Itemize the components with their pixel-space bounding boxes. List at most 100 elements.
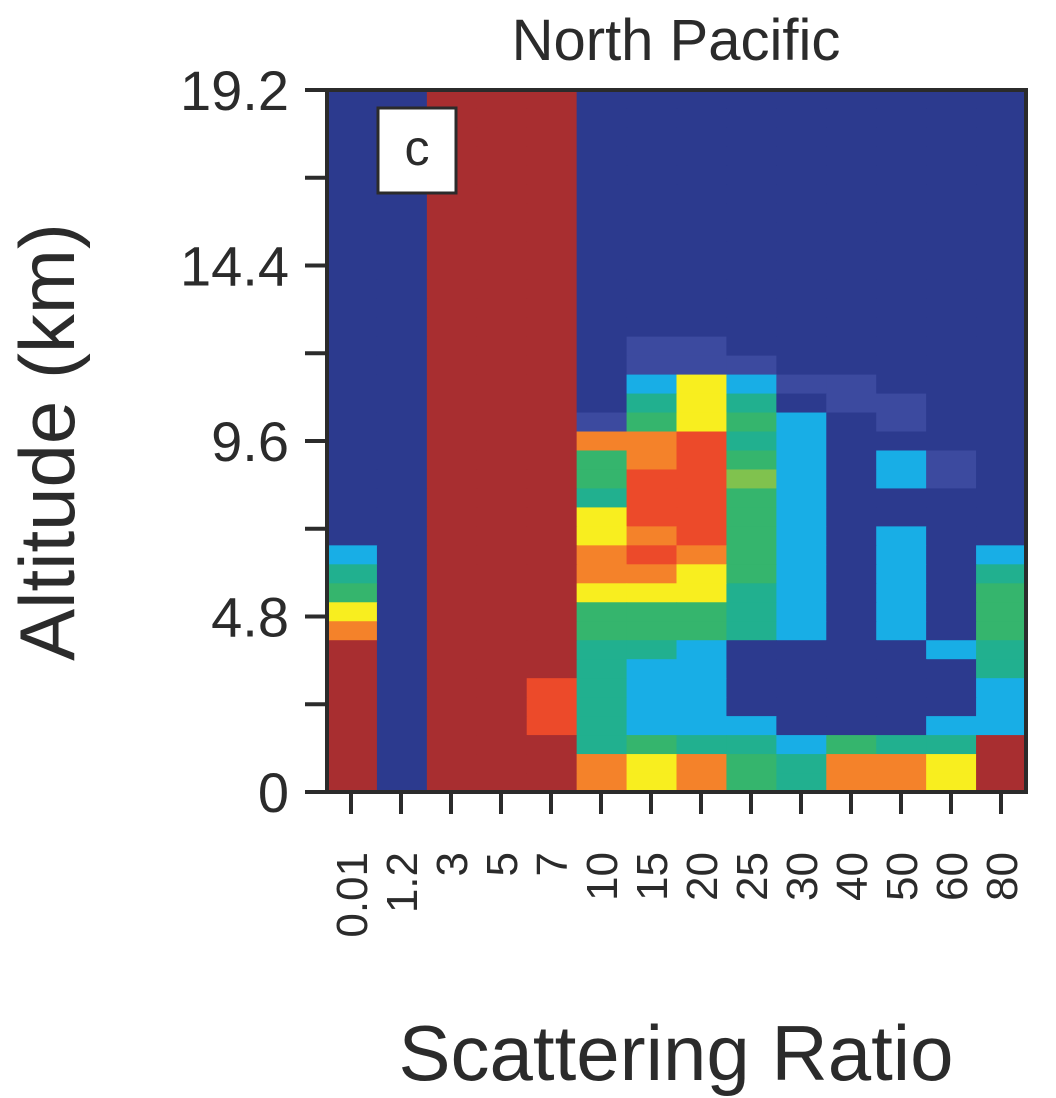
heatmap-cell (376, 526, 428, 546)
heatmap-cell (926, 355, 977, 376)
heatmap-cell (976, 450, 1027, 471)
heatmap-cell (826, 716, 877, 736)
heatmap-cell (476, 393, 528, 414)
heatmap-cell (576, 621, 628, 641)
heatmap-cell (676, 545, 728, 565)
heatmap-cell (926, 716, 977, 736)
heatmap-cell (876, 355, 927, 376)
heatmap-cell (476, 203, 528, 224)
heatmap-cell (676, 488, 728, 508)
heatmap-cell (676, 735, 728, 755)
heatmap-cell (676, 108, 728, 129)
heatmap-cell (726, 754, 777, 774)
heatmap-cell (327, 374, 378, 395)
heatmap-cell (826, 127, 877, 148)
heatmap-cell (926, 127, 977, 148)
heatmap-cell (576, 146, 628, 167)
heatmap-cell (526, 127, 578, 148)
heatmap-cell (726, 355, 777, 376)
heatmap-cell (676, 298, 728, 319)
heatmap-cell (526, 678, 578, 698)
heatmap-cell (426, 773, 478, 793)
heatmap-cell (876, 298, 927, 319)
heatmap-cell (426, 697, 478, 717)
heatmap-cell (476, 222, 528, 243)
heatmap-cell (576, 260, 628, 281)
heatmap-cell (426, 317, 478, 338)
heatmap-cell (976, 716, 1027, 736)
heatmap-cell (776, 564, 827, 584)
heatmap-cell (826, 279, 877, 300)
heatmap-cell (776, 697, 827, 717)
heatmap-cell (826, 412, 877, 433)
heatmap-cell (776, 108, 827, 129)
heatmap-cell (426, 241, 478, 262)
heatmap-cell (626, 222, 678, 243)
heatmap-cell (426, 469, 478, 490)
heatmap-cell (826, 203, 877, 224)
heatmap-cell (426, 336, 478, 357)
heatmap-cell (826, 526, 877, 546)
heatmap-cell (826, 431, 877, 452)
heatmap-cell (526, 659, 578, 679)
heatmap-cell (476, 488, 528, 508)
heatmap-cell (476, 583, 528, 603)
heatmap-cell (526, 374, 578, 395)
heatmap-cell (776, 90, 827, 110)
heatmap-cell (826, 222, 877, 243)
heatmap-cell (726, 564, 777, 584)
heatmap-cell (376, 507, 428, 527)
heatmap-cell (826, 90, 877, 110)
heatmap-cell (476, 90, 528, 110)
heatmap-cell (476, 241, 528, 262)
heatmap-cell (476, 127, 528, 148)
heatmap-cell (327, 431, 378, 452)
heatmap-cell (976, 754, 1027, 774)
heatmap-cell (576, 507, 628, 527)
x-axis: 0.01 1.2 3 5 7 10 15 20 25 30 40 50 60 80 (328, 792, 1027, 938)
heatmap-cell (876, 90, 927, 110)
heatmap-cell (876, 165, 927, 186)
heatmap-cell (926, 754, 977, 774)
heatmap-cell (926, 393, 977, 414)
heatmap-cell (576, 298, 628, 319)
chart-title: North Pacific (512, 8, 841, 73)
heatmap-cell (676, 184, 728, 205)
heatmap-cell (426, 222, 478, 243)
heatmap-cell (376, 754, 428, 774)
heatmap-cell (676, 754, 728, 774)
heatmap-cell (826, 393, 877, 414)
heatmap-cell (526, 184, 578, 205)
y-axis-label: Altitude (km) (3, 223, 91, 661)
heatmap-cell (976, 317, 1027, 338)
heatmap-cell (926, 165, 977, 186)
heatmap-cell (327, 602, 378, 622)
heatmap-cell (826, 146, 877, 167)
heatmap-cell (676, 317, 728, 338)
heatmap-cell (726, 602, 777, 622)
y-tick-label: 19.2 (180, 59, 289, 122)
heatmap-cell (876, 450, 927, 471)
heatmap-cell (976, 640, 1027, 660)
heatmap-cell (476, 640, 528, 660)
heatmap-cell (776, 355, 827, 376)
heatmap-cell (876, 545, 927, 565)
heatmap-cell (876, 393, 927, 414)
heatmap-cell (926, 697, 977, 717)
heatmap-cell (526, 526, 578, 546)
heatmap-cell (776, 773, 827, 793)
heatmap-cell (376, 621, 428, 641)
heatmap-cell (327, 298, 378, 319)
heatmap-cell (776, 431, 827, 452)
heatmap-cell (826, 469, 877, 490)
heatmap-cell (676, 374, 728, 395)
heatmap-cell (526, 241, 578, 262)
heatmap-cell (526, 754, 578, 774)
heatmap-cell (626, 203, 678, 224)
heatmap-cell (676, 260, 728, 281)
heatmap-cell (327, 165, 378, 186)
heatmap-cell (576, 412, 628, 433)
heatmap-cell (976, 678, 1027, 698)
heatmap-cell (626, 165, 678, 186)
heatmap-cell (576, 545, 628, 565)
